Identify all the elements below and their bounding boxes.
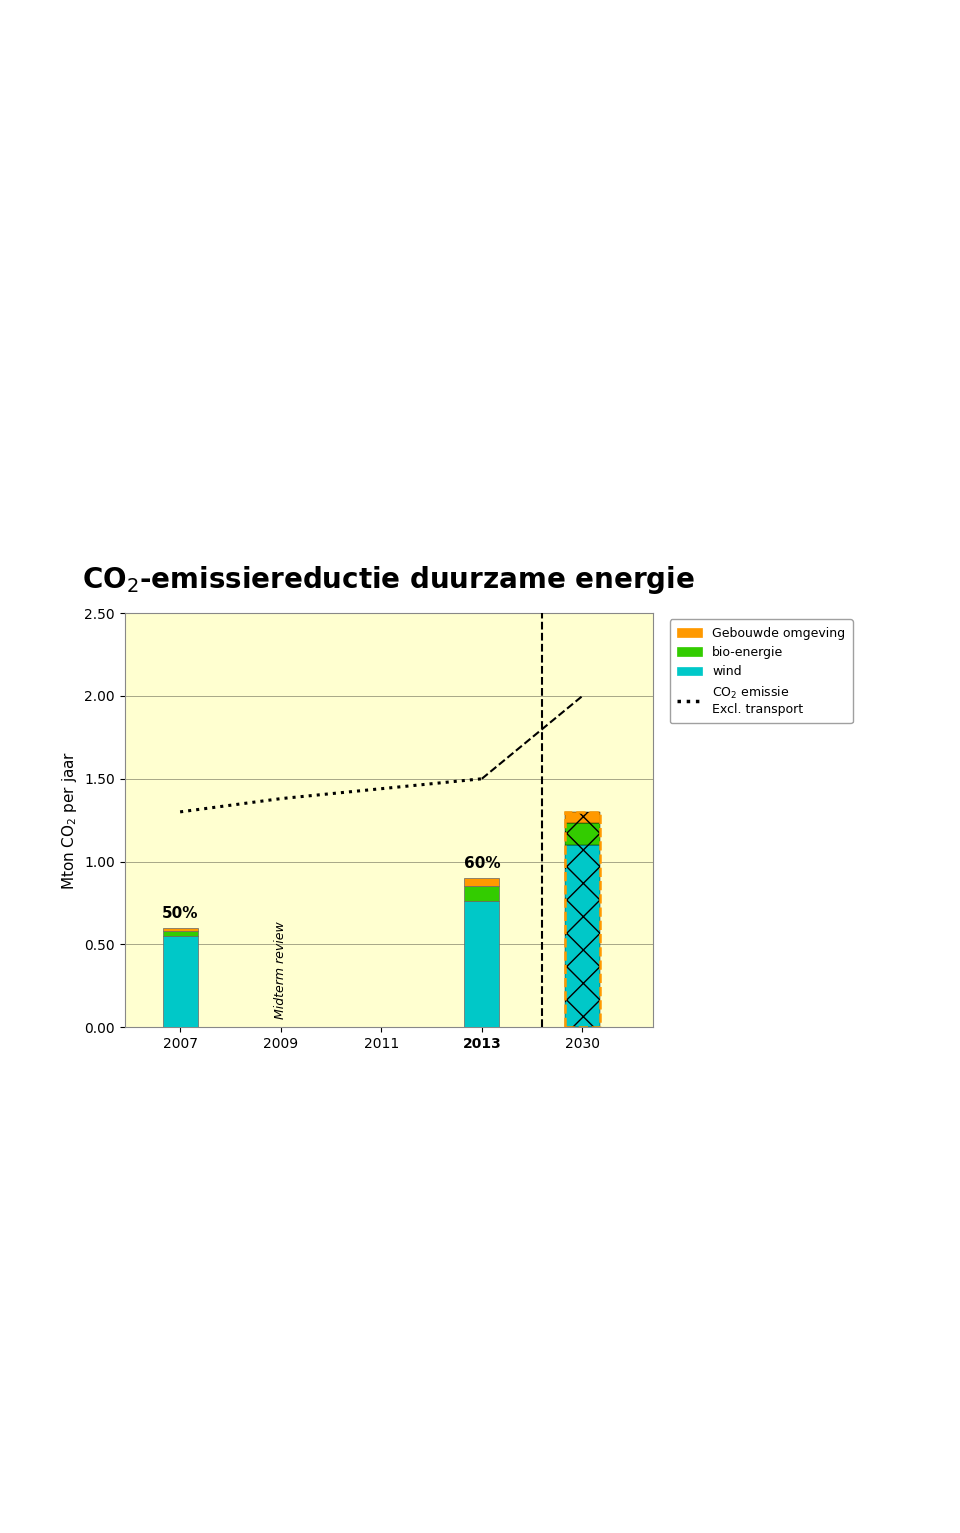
Bar <box>564 812 600 823</box>
Bar <box>564 812 600 1027</box>
Y-axis label: Mton CO$_2$ per jaar: Mton CO$_2$ per jaar <box>60 751 79 889</box>
Bar <box>465 901 499 1027</box>
Legend: Gebouwde omgeving, bio-energie, wind, CO$_2$ emissie
Excl. transport: Gebouwde omgeving, bio-energie, wind, CO… <box>670 619 852 724</box>
Bar <box>564 823 600 845</box>
Bar <box>465 878 499 886</box>
Text: Midterm review: Midterm review <box>275 921 287 1019</box>
Bar <box>564 845 600 1027</box>
Bar <box>465 886 499 901</box>
Bar <box>162 931 198 937</box>
Text: 50%: 50% <box>162 906 199 921</box>
Bar <box>162 937 198 1027</box>
Title: CO$_2$-emissiereductie duurzame energie: CO$_2$-emissiereductie duurzame energie <box>83 564 695 596</box>
Bar <box>162 927 198 931</box>
Text: 60%: 60% <box>464 857 500 871</box>
